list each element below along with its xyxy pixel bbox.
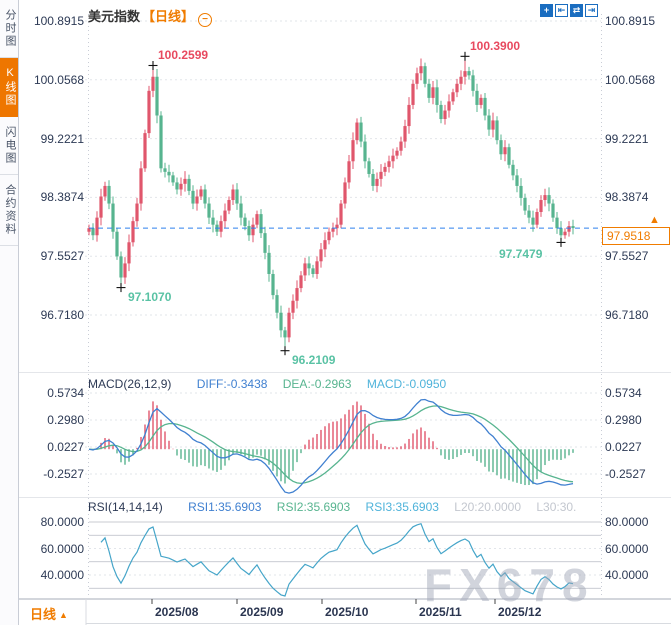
y-axis-label: 97.5527: [605, 249, 649, 263]
sidebar-item-kline-chart[interactable]: K线图: [0, 58, 18, 117]
zoom-out-x-icon[interactable]: ⇄: [570, 4, 583, 17]
rsi-axis-label: 40.0000: [40, 568, 84, 582]
macd-axis-label: 0.2980: [47, 413, 84, 427]
rsi-axis-label: 80.0000: [40, 515, 84, 529]
y-axis-label: 97.5527: [40, 249, 84, 263]
macd-axis-label: -0.2527: [605, 467, 646, 481]
y-axis-label: 96.7180: [605, 308, 649, 322]
jump-to-latest-icon[interactable]: ⇥: [585, 4, 598, 17]
y-axis-label: 99.2221: [40, 132, 84, 146]
y-axis-label: 96.7180: [40, 308, 84, 322]
sidebar: 分时图 K线图 闪电图 合约资料: [0, 0, 19, 625]
annotation-high-2: 100.3900: [470, 39, 521, 54]
macd-header: MACD(26,12,9) DIFF:-0.3438 DEA:-0.2963 M…: [88, 377, 458, 391]
symbol-name: 美元指数: [88, 9, 141, 24]
rsi-header: RSI(14,14,14) RSI1:35.6903 RSI2:35.6903 …: [88, 500, 588, 514]
sidebar-item-contract-info[interactable]: 合约资料: [0, 175, 18, 246]
rsi1-value: RSI1:35.6903: [188, 500, 262, 514]
y-axis-label: 98.3874: [40, 190, 84, 204]
collapse-icon[interactable]: −: [198, 13, 213, 27]
y-axis-label: 100.0568: [605, 73, 656, 87]
chart-toolbar: + ⇤ ⇄ ⇥: [540, 4, 598, 17]
y-axis-label: 100.8915: [33, 14, 84, 28]
macd-axis-label: 0.0227: [47, 440, 84, 454]
annotation-low-3: 97.7479: [499, 247, 543, 262]
macd-dea-value: DEA:-0.2963: [282, 377, 352, 391]
y-axis-label: 98.3874: [605, 190, 649, 204]
current-price-badge: 97.9518: [602, 227, 670, 245]
pan-icon[interactable]: +: [540, 4, 553, 17]
chart-title: 美元指数 【日线】 −: [88, 6, 213, 27]
sidebar-item-lightning-chart[interactable]: 闪电图: [0, 117, 18, 175]
annotation-low-1: 97.1070: [128, 289, 172, 304]
macd-diff-value: DIFF:-0.3438: [196, 377, 268, 391]
rsi-l20-value: L20:20.0000: [454, 500, 521, 514]
chevron-up-icon: ▲: [59, 610, 68, 620]
x-axis-label: 2025/11: [419, 605, 462, 619]
macd-axis-label: 0.0227: [605, 440, 642, 454]
sidebar-item-time-chart[interactable]: 分时图: [0, 0, 18, 58]
rsi-axis-label: 40.0000: [605, 568, 649, 582]
x-axis-label: 2025/09: [240, 605, 284, 619]
rsi-axis-label: 80.0000: [605, 515, 649, 529]
macd-axis-label: 0.2980: [605, 413, 642, 427]
macd-axis-label: -0.2527: [43, 467, 84, 481]
macd-axis-label: 0.5734: [47, 386, 84, 400]
y-axis-label: 100.0568: [33, 73, 84, 87]
rsi3-value: RSI3:35.6903: [365, 500, 439, 514]
rsi-axis-label: 60.0000: [40, 542, 84, 556]
y-axis-label: 99.2221: [605, 132, 649, 146]
rsi-name: RSI(14,14,14): [88, 500, 163, 514]
x-axis-label: 2025/10: [325, 605, 369, 619]
annotation-low-2: 96.2109: [292, 352, 336, 367]
x-axis-label: 2025/12: [498, 605, 542, 619]
y-axis-label: 100.8915: [605, 14, 656, 28]
macd-value: MACD:-0.0950: [366, 377, 447, 391]
x-axis-label: 2025/08: [155, 605, 199, 619]
timeframe-selector[interactable]: 日线 ▲: [30, 604, 68, 623]
timeframe-label: 【日线】: [142, 9, 195, 24]
annotation-high-1: 100.2599: [158, 48, 209, 63]
zoom-in-x-icon[interactable]: ⇤: [555, 4, 568, 17]
macd-name: MACD(26,12,9): [88, 377, 172, 391]
rsi2-value: RSI2:35.6903: [276, 500, 351, 514]
price-up-arrow-icon: ▲: [649, 214, 660, 226]
rsi-axis-label: 60.0000: [605, 542, 649, 556]
timeframe-selector-label: 日线: [30, 607, 57, 622]
rsi-l30-value: L30:30.: [536, 500, 577, 514]
macd-axis-label: 0.5734: [605, 386, 642, 400]
